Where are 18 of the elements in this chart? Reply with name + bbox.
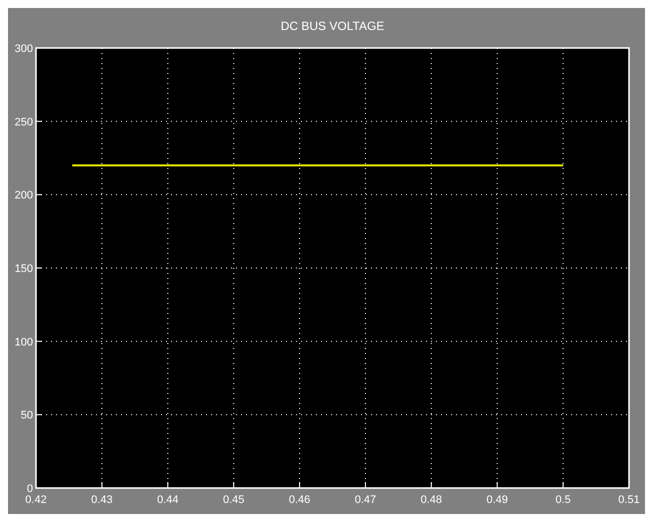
chart-title: DC BUS VOLTAGE <box>280 19 384 33</box>
y-tick-label: 250 <box>14 116 33 128</box>
x-tick-label: 0.43 <box>91 494 113 506</box>
y-tick-label: 0 <box>26 483 33 495</box>
y-tick-label: 50 <box>20 410 33 422</box>
y-tick-label: 300 <box>14 43 33 55</box>
x-tick-label: 0.46 <box>288 494 310 506</box>
x-tick-label: 0.49 <box>486 494 508 506</box>
x-tick-label: 0.47 <box>354 494 376 506</box>
y-tick-label: 100 <box>14 336 33 348</box>
x-tick-label: 0.5 <box>555 494 571 506</box>
x-tick-label: 0.51 <box>618 494 640 506</box>
x-tick-label: 0.44 <box>157 494 178 506</box>
x-tick-label: 0.42 <box>25 494 47 506</box>
y-tick-label: 200 <box>14 190 33 202</box>
x-tick-label: 0.45 <box>222 494 244 506</box>
x-tick-label: 0.48 <box>420 494 442 506</box>
y-tick-label: 150 <box>14 263 33 275</box>
